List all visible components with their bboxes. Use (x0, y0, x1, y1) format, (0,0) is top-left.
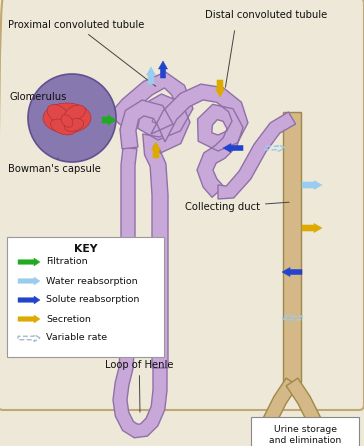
FancyArrow shape (223, 144, 243, 153)
Text: Variable rate: Variable rate (46, 334, 107, 343)
Polygon shape (218, 112, 296, 199)
Text: Loop of Henle: Loop of Henle (105, 360, 174, 412)
FancyArrow shape (302, 223, 322, 232)
Ellipse shape (43, 103, 91, 133)
FancyBboxPatch shape (7, 237, 164, 357)
Text: Distal convoluted tubule: Distal convoluted tubule (205, 10, 327, 20)
FancyArrow shape (98, 240, 120, 249)
Text: KEY: KEY (74, 244, 97, 254)
FancyArrow shape (158, 61, 167, 78)
FancyBboxPatch shape (251, 417, 359, 446)
Polygon shape (113, 147, 167, 438)
Ellipse shape (61, 115, 73, 127)
FancyArrow shape (146, 67, 155, 84)
Text: Water reabsorption: Water reabsorption (46, 277, 138, 285)
Circle shape (28, 74, 116, 162)
FancyArrow shape (302, 181, 322, 190)
Text: Bowman's capsule: Bowman's capsule (8, 158, 101, 174)
FancyArrow shape (18, 258, 40, 266)
FancyArrow shape (151, 142, 161, 158)
Ellipse shape (64, 119, 84, 132)
FancyArrow shape (282, 268, 302, 277)
Text: Filtration: Filtration (46, 257, 88, 267)
Ellipse shape (51, 119, 75, 135)
Polygon shape (109, 72, 193, 368)
Text: Secretion: Secretion (46, 314, 91, 323)
Text: Proximal convoluted tubule: Proximal convoluted tubule (8, 20, 156, 87)
FancyArrow shape (215, 80, 225, 97)
Text: Collecting duct: Collecting duct (185, 202, 289, 212)
Polygon shape (283, 112, 301, 382)
Polygon shape (120, 84, 248, 197)
Polygon shape (286, 378, 327, 437)
FancyArrow shape (98, 306, 120, 314)
Polygon shape (258, 378, 298, 437)
Ellipse shape (64, 105, 86, 121)
FancyArrow shape (18, 315, 40, 323)
FancyArrow shape (102, 115, 116, 125)
FancyArrow shape (18, 277, 40, 285)
Text: Glomerulus: Glomerulus (10, 92, 67, 102)
Text: Urine storage
and elimination: Urine storage and elimination (269, 425, 341, 445)
Text: Solute reabsorption: Solute reabsorption (46, 296, 139, 305)
FancyArrow shape (18, 296, 40, 304)
FancyArrow shape (287, 435, 297, 446)
Ellipse shape (47, 104, 69, 124)
